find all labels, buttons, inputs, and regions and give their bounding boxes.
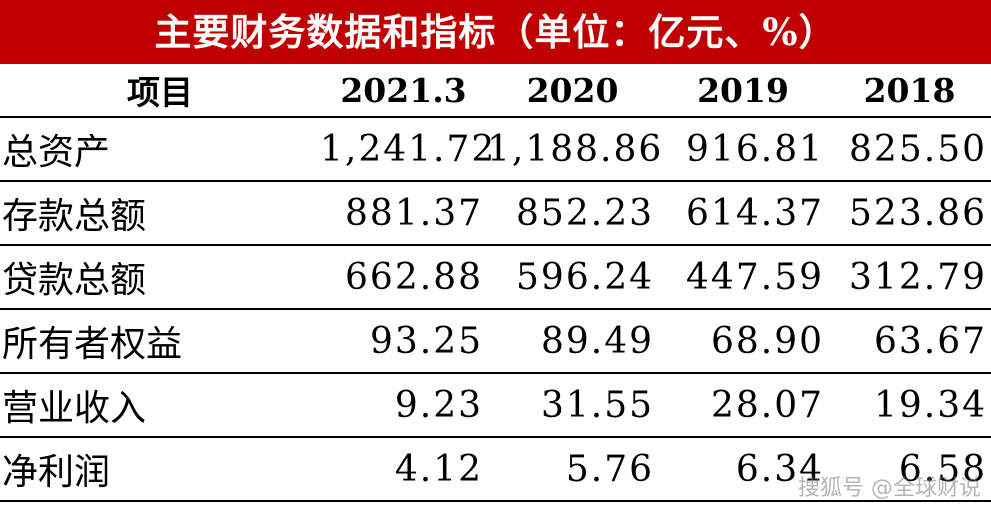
cell-value: 852.23 [487,181,658,246]
cell-value: 6.58 [828,437,991,502]
cell-value: 68.90 [658,309,828,374]
row-label: 总资产 [0,117,320,182]
header-row: 项目 2021.3 2020 2019 2018 [0,64,991,118]
row-label: 存款总额 [0,181,320,246]
column-header-2020: 2020 [487,64,658,118]
cell-value: 28.07 [658,373,828,438]
cell-value: 19.34 [828,373,991,438]
table-row: 贷款总额 662.88 596.24 447.59 312.79 [0,245,991,310]
table-row: 存款总额 881.37 852.23 614.37 523.86 [0,181,991,246]
cell-value: 825.50 [828,117,991,182]
table-row: 营业收入 9.23 31.55 28.07 19.34 [0,373,991,438]
column-header-item: 项目 [0,64,320,118]
cell-value: 662.88 [320,245,487,310]
cell-value: 916.81 [658,117,828,182]
row-label: 所有者权益 [0,309,320,374]
cell-value: 614.37 [658,181,828,246]
row-label: 营业收入 [0,373,320,438]
cell-value: 9.23 [320,373,487,438]
column-header-2018: 2018 [828,64,991,118]
cell-value: 523.86 [828,181,991,246]
table-row: 净利润 4.12 5.76 6.34 6.58 [0,437,991,502]
cell-value: 31.55 [487,373,658,438]
financial-data-table: 项目 2021.3 2020 2019 2018 总资产 1,241.72 1,… [0,64,991,502]
table-row: 所有者权益 93.25 89.49 68.90 63.67 [0,309,991,374]
row-label: 净利润 [0,437,320,502]
row-label: 贷款总额 [0,245,320,310]
cell-value: 447.59 [658,245,828,310]
cell-value: 89.49 [487,309,658,374]
cell-value: 596.24 [487,245,658,310]
cell-value: 63.67 [828,309,991,374]
source-watermark: 搜狐号 @全球财说 [798,476,981,501]
table-title: 主要财务数据和指标（单位：亿元、%） [0,0,991,64]
cell-value: 4.12 [320,437,487,502]
cell-value: 881.37 [320,181,487,246]
cell-value: 5.76 [487,437,658,502]
cell-value: 1,241.72 [320,117,494,182]
table-row: 总资产 1,241.72 1,188.86 916.81 825.50 [0,117,991,182]
cell-value: 1,188.86 [487,117,661,182]
column-header-2019: 2019 [658,64,828,118]
cell-value: 6.34 [658,437,828,502]
cell-value: 312.79 [828,245,991,310]
cell-value: 93.25 [320,309,487,374]
column-header-2021-3: 2021.3 [320,64,487,118]
